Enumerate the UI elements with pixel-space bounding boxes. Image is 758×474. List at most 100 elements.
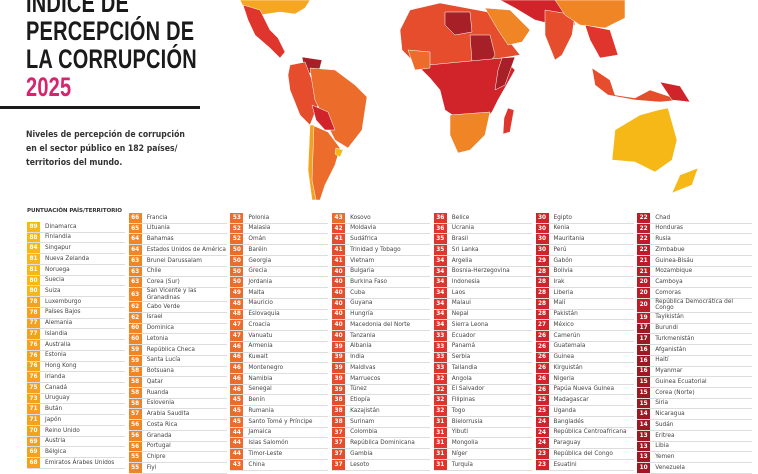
table-row: 80 Suiza [27, 286, 125, 298]
table-row: 58 Qatar [128, 377, 227, 389]
country-name: Vietnam [350, 257, 375, 264]
score-badge: 34 [433, 277, 447, 288]
table-row: 35 Brasil [433, 234, 532, 246]
table-row: 63 Corea (Sur) [128, 277, 227, 289]
score-badge: 73 [27, 393, 40, 404]
score-badge: 44 [230, 449, 244, 459]
score-badge: 24 [535, 427, 549, 438]
country-name: Yibuti [451, 429, 468, 436]
table-row: 13 Libia [637, 441, 753, 453]
score-badge: 69 [27, 436, 40, 447]
table-row: 34 Sierra Leona [433, 320, 532, 332]
country-name: Gabón [553, 257, 573, 264]
score-badge: 40 [332, 266, 346, 277]
score-badge: 71 [27, 415, 40, 425]
table-row: 55 Chipre [128, 452, 227, 464]
country-name: Eritrea [655, 432, 675, 439]
score-badge: 31 [433, 438, 447, 449]
score-badge: 42 [332, 223, 346, 234]
country-name: Sudáfrica [350, 236, 378, 243]
table-row: 26 Guinea [535, 352, 634, 364]
table-row: 46 Kuwait [230, 352, 329, 364]
score-badge: 76 [27, 361, 40, 372]
country-name: Sudán [655, 421, 674, 428]
country-name: Namibia [248, 375, 273, 382]
score-badge: 26 [535, 352, 549, 363]
country-name: República Centroafricana [553, 429, 627, 436]
score-badge: 20 [637, 277, 651, 288]
country-name: Egipto [553, 214, 572, 221]
score-badge: 44 [230, 438, 244, 449]
country-name: Luxemburgo [45, 298, 82, 305]
table-row: 30 Kenia [535, 223, 634, 235]
table-row: 50 Jordania [230, 277, 329, 289]
country-name: Ruanda [146, 389, 169, 396]
table-row: 41 Trinidad y Tobago [332, 245, 431, 256]
country-name: Eslovaquia [248, 311, 280, 318]
country-name: Singapur [45, 245, 71, 252]
score-badge: 50 [230, 266, 244, 277]
score-badge: 58 [128, 377, 142, 388]
table-row: 59 República Checa [128, 345, 227, 356]
country-name: Filipinas [451, 397, 476, 404]
score-badge: 14 [637, 409, 651, 420]
score-badge: 26 [535, 384, 549, 395]
table-row: 53 Polonia [230, 213, 329, 224]
table-row: 48 Eslovaquia [230, 309, 329, 321]
table-row: 50 Grecia [230, 266, 329, 278]
table-row: 20 Camboya [637, 277, 753, 289]
score-badge: 37 [332, 438, 346, 449]
subtitle-line: en el sector público en 182 países/ [26, 144, 178, 154]
score-badge: 41 [332, 255, 346, 266]
table-row: 32 Angola [433, 374, 532, 385]
score-badge: 33 [433, 341, 447, 352]
table-row: 28 Irak [535, 277, 634, 289]
table-row: 52 Omán [230, 234, 329, 246]
score-badge: 30 [535, 245, 549, 255]
country-name: Ecuador [451, 332, 476, 339]
table-row: 40 Burkina Faso [332, 277, 431, 289]
table-row: 47 Vanuatu [230, 331, 329, 342]
country-name: Moldavia [350, 225, 377, 232]
table-row: 17 Burundi [637, 323, 753, 335]
table-row: 37 Gambia [332, 449, 431, 460]
table-row: 44 Timor-Leste [230, 449, 329, 460]
score-badge: 78 [27, 307, 40, 318]
country-name: Granada [146, 432, 172, 439]
country-name: Armenia [248, 343, 273, 350]
score-badge: 16 [637, 366, 651, 377]
table-row: 76 Australia [27, 340, 125, 351]
table-row: 33 Ecuador [433, 331, 532, 342]
country-name: Turkmenistán [655, 335, 695, 342]
map-west-africa-orange [407, 49, 431, 71]
score-badge: 45 [230, 416, 244, 427]
score-badge: 63 [128, 277, 142, 288]
table-row: 58 Eslovenia [128, 398, 227, 410]
table-row: 13 Eritrea [637, 430, 753, 442]
score-badge: 26 [535, 374, 549, 384]
table-row: 42 Moldavia [332, 223, 431, 235]
score-badge: 63 [128, 266, 142, 277]
table-row: 64 Estados Unidos de América [128, 245, 227, 256]
score-badge: 30 [535, 223, 549, 234]
score-badge: 80 [27, 275, 40, 286]
score-badge: 48 [230, 309, 244, 320]
table-row: 88 Finlandia [27, 232, 125, 244]
table-row: 58 Botsuana [128, 366, 227, 378]
table-row: 31 Turquía [433, 459, 532, 471]
table-row: 76 Estonia [27, 350, 125, 362]
score-badge: 39 [332, 341, 346, 352]
score-badge: 57 [128, 409, 142, 420]
country-name: Portugal [146, 443, 171, 450]
score-badge: 43 [230, 459, 244, 470]
country-name: Brunei Darussalam [146, 257, 202, 264]
score-badge: 46 [230, 341, 244, 352]
table-row: 30 Perú [535, 245, 634, 256]
table-row: 31 Yibuti [433, 427, 532, 439]
country-name: Nueva Zelanda [45, 255, 90, 262]
country-name: Siria [655, 400, 669, 407]
score-badge: 34 [433, 288, 447, 298]
country-name: Chad [655, 214, 671, 221]
score-badge: 28 [535, 298, 549, 309]
score-badge: 35 [433, 245, 447, 255]
